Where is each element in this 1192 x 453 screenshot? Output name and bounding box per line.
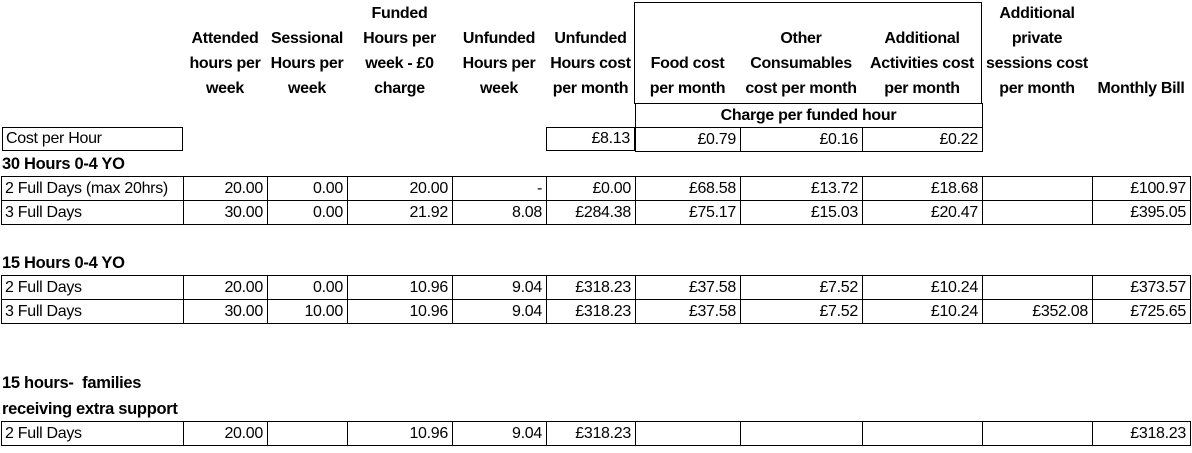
cell-food: £68.58 [635, 176, 741, 201]
charge-per-funded-hour-table: Charge per funded hour £0.79 £0.16 £0.22 [635, 103, 983, 152]
col-header-attended-hours: Attended hours per week [189, 30, 261, 97]
cell-monthly-bill: £318.23 [1092, 421, 1191, 446]
cell-attended: 20.00 [183, 176, 268, 201]
cost-per-hour-value: £8.13 [546, 127, 635, 151]
cell-food: £37.58 [635, 299, 741, 324]
cell-unfunded-cost: £318.23 [546, 299, 636, 324]
cell-unfunded-cost: £318.23 [546, 275, 636, 300]
cell-unfunded-hours: 9.04 [452, 421, 547, 446]
col-header-funded-hours: Funded Hours per week - £0 charge [363, 5, 436, 97]
cell-food: £37.58 [635, 275, 741, 300]
cell-funded: 10.96 [347, 421, 453, 446]
cell-unfunded-hours: 9.04 [452, 299, 547, 324]
cell-attended: 20.00 [183, 421, 268, 446]
section-title-30-hours: 30 Hours 0-4 YO [2, 155, 125, 173]
table-row: 2 Full Days (max 20hrs) 20.00 0.00 20.00… [1, 176, 1191, 201]
col-header-sessional-hours: Sessional Hours per week [270, 30, 344, 97]
cell-activities: £10.24 [862, 299, 983, 324]
charge-subheader: Charge per funded hour [635, 103, 983, 128]
cell-unfunded-cost: £318.23 [546, 421, 636, 446]
cell-other: £7.52 [740, 299, 863, 324]
rate-additional-activities: £0.22 [862, 127, 983, 152]
cell-attended: 20.00 [183, 275, 268, 300]
cell-unfunded-hours: 9.04 [452, 275, 547, 300]
row-label: 2 Full Days [1, 421, 184, 446]
cell-private [982, 275, 1093, 300]
cell-private: £352.08 [982, 299, 1093, 324]
cell-sessional: 0.00 [267, 200, 348, 225]
cell-funded: 21.92 [347, 200, 453, 225]
cell-sessional: 0.00 [267, 176, 348, 201]
cell-unfunded-cost: £284.38 [546, 200, 636, 225]
cell-monthly-bill: £373.57 [1092, 275, 1191, 300]
table-row: 2 Full Days 20.00 0.00 10.96 9.04 £318.2… [1, 275, 1191, 300]
section-title-extra-support-line1: 15 hours- families [2, 374, 142, 392]
row-label: 2 Full Days (max 20hrs) [1, 176, 184, 201]
section-extra-support-table: 2 Full Days 20.00 10.96 9.04 £318.23 £31… [1, 421, 1191, 446]
cell-attended: 30.00 [183, 200, 268, 225]
cell-activities: £18.68 [862, 176, 983, 201]
cell-activities: £20.47 [862, 200, 983, 225]
cell-unfunded-cost: £0.00 [546, 176, 636, 201]
cell-private [982, 421, 1093, 446]
cell-food: £75.17 [635, 200, 741, 225]
cell-activities [862, 421, 983, 446]
col-header-unfunded-cost: Unfunded Hours cost per month [550, 30, 631, 97]
cell-sessional [267, 421, 348, 446]
table-row: 2 Full Days 20.00 10.96 9.04 £318.23 £31… [1, 421, 1191, 446]
row-label: 3 Full Days [1, 200, 184, 225]
cell-sessional: 0.00 [267, 275, 348, 300]
section-title-extra-support-line2: receiving extra support [2, 400, 178, 418]
cell-attended: 30.00 [183, 299, 268, 324]
table-row: 3 Full Days 30.00 0.00 21.92 8.08 £284.3… [1, 200, 1191, 225]
cell-other [740, 421, 863, 446]
col-header-additional-private: Additional private sessions cost per mon… [986, 5, 1088, 97]
row-label: 2 Full Days [1, 275, 184, 300]
rate-food-cost: £0.79 [635, 127, 741, 152]
cell-private [982, 176, 1093, 201]
cell-monthly-bill: £100.97 [1092, 176, 1191, 201]
section-title-15-hours: 15 Hours 0-4 YO [2, 254, 125, 272]
row-label: 3 Full Days [1, 299, 184, 324]
cell-private [982, 200, 1093, 225]
col-header-additional-activities: Additional Activities cost per month [870, 30, 974, 97]
cell-monthly-bill: £395.05 [1092, 200, 1191, 225]
cost-per-hour-label: Cost per Hour [2, 127, 183, 151]
cell-unfunded-hours: - [452, 176, 547, 201]
col-header-other-consumables: Other Consumables cost per month [745, 30, 857, 97]
cell-activities: £10.24 [862, 275, 983, 300]
cell-funded: 10.96 [347, 275, 453, 300]
cell-sessional: 10.00 [267, 299, 348, 324]
cell-funded: 20.00 [347, 176, 453, 201]
cell-other: £15.03 [740, 200, 863, 225]
section-15-hours-table: 2 Full Days 20.00 0.00 10.96 9.04 £318.2… [1, 275, 1191, 324]
cell-other: £7.52 [740, 275, 863, 300]
section-30-hours-table: 2 Full Days (max 20hrs) 20.00 0.00 20.00… [1, 176, 1191, 225]
cell-other: £13.72 [740, 176, 863, 201]
cell-food [635, 421, 741, 446]
col-header-monthly-bill: Monthly Bill [1097, 80, 1185, 97]
rate-other-consumables: £0.16 [740, 127, 863, 152]
cell-unfunded-hours: 8.08 [452, 200, 547, 225]
col-header-unfunded-hours: Unfunded Hours per week [462, 30, 536, 97]
cell-monthly-bill: £725.65 [1092, 299, 1191, 324]
table-row: 3 Full Days 30.00 10.00 10.96 9.04 £318.… [1, 299, 1191, 324]
col-header-food-cost: Food cost per month [649, 55, 726, 97]
cell-funded: 10.96 [347, 299, 453, 324]
